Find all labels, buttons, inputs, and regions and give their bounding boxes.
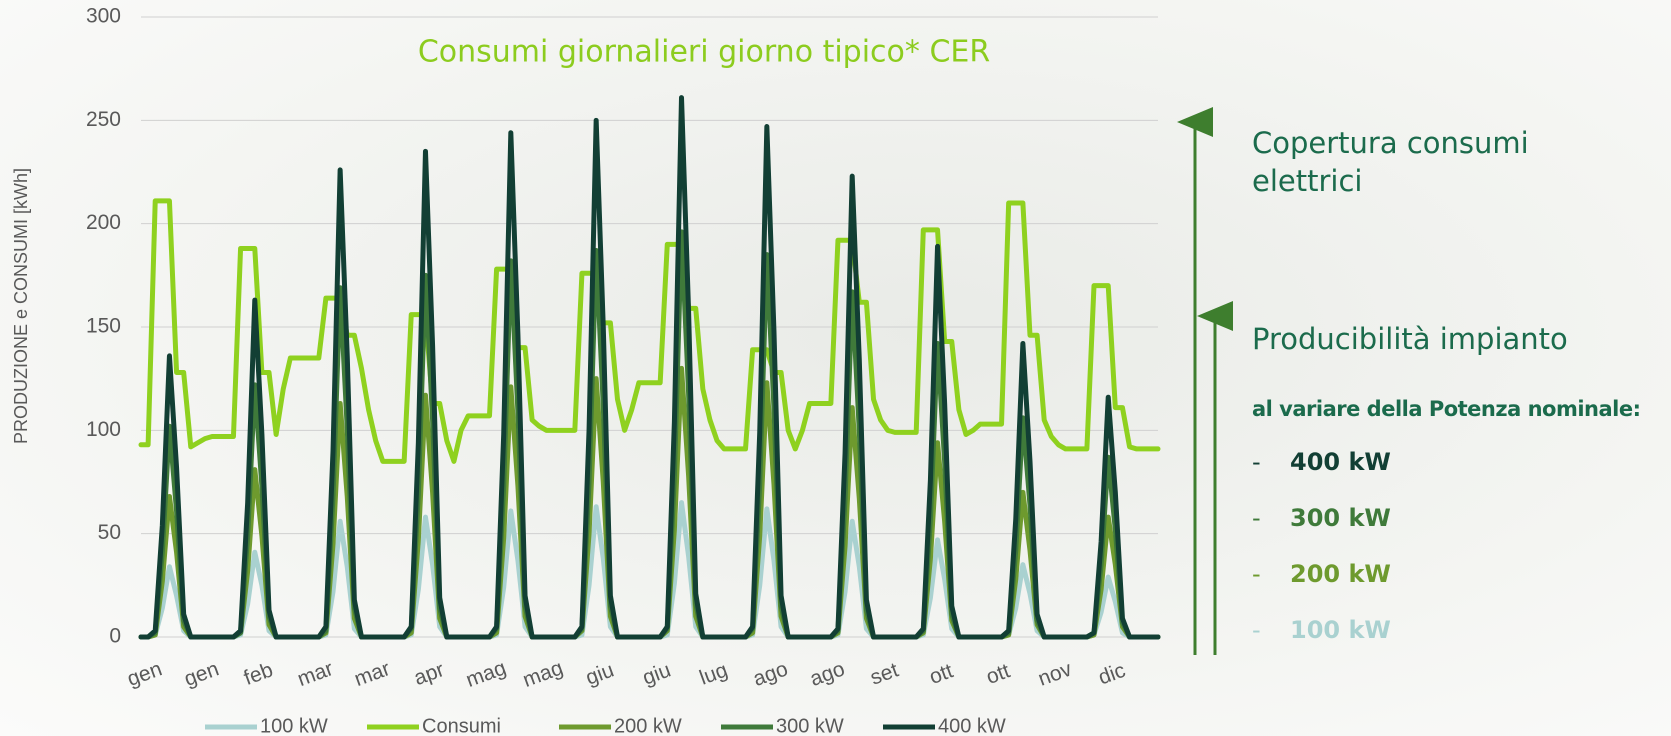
x-tick-label: apr <box>411 658 447 690</box>
x-tick-label: gen <box>124 657 165 691</box>
x-tick-label: ott <box>983 659 1013 689</box>
y-tick-label: 0 <box>109 625 121 648</box>
side-heading: Copertura consumi elettrici <box>1252 126 1529 198</box>
x-tick-label: nov <box>1035 657 1075 690</box>
x-tick-label: mar <box>294 657 336 691</box>
x-tick-label: gen <box>181 657 222 691</box>
x-tick-label: lug <box>697 659 731 690</box>
side-note: al variare della Potenza nominale: <box>1252 397 1641 421</box>
x-tick-label: mar <box>351 657 393 691</box>
x-tick-label: ago <box>750 657 791 691</box>
side-item: 400 kW <box>1252 448 1391 476</box>
side-subheading: Producibilità impianto <box>1252 322 1568 356</box>
x-tick-label: mag <box>463 656 509 692</box>
x-tick-label: giu <box>583 659 617 690</box>
legend-label: 400 kW <box>938 715 1006 736</box>
legend-label: Consumi <box>422 715 501 736</box>
y-tick-label: 50 <box>98 521 121 544</box>
x-tick-label: set <box>867 658 901 689</box>
x-tick-label: dic <box>1095 659 1128 690</box>
series-line <box>138 95 1161 640</box>
legend-label: 200 kW <box>614 715 682 736</box>
series-line <box>138 198 1161 464</box>
legend-label: 100 kW <box>260 715 328 736</box>
legend-label: 300 kW <box>776 715 844 736</box>
x-tick-label: mag <box>520 656 566 692</box>
x-tick-label: feb <box>241 658 276 690</box>
x-tick-label: ago <box>807 657 848 691</box>
side-item: 200 kW <box>1252 560 1391 588</box>
x-tick-label: ott <box>926 659 956 689</box>
series-line <box>138 365 1161 640</box>
y-tick-label: 200 <box>86 211 121 234</box>
chart-title: Consumi giornalieri giorno tipico* CER <box>418 35 990 70</box>
series-line <box>138 500 1161 640</box>
y-tick-label: 300 <box>86 5 121 28</box>
y-tick-label: 150 <box>86 315 121 338</box>
y-tick-label: 100 <box>86 418 121 441</box>
y-tick-label: 250 <box>86 108 121 131</box>
side-item: 300 kW <box>1252 504 1391 532</box>
side-item: 100 kW <box>1252 616 1391 644</box>
x-tick-label: giu <box>640 659 674 690</box>
y-axis-label: PRODUZIONE e CONSUMI [kWh] <box>11 168 31 444</box>
